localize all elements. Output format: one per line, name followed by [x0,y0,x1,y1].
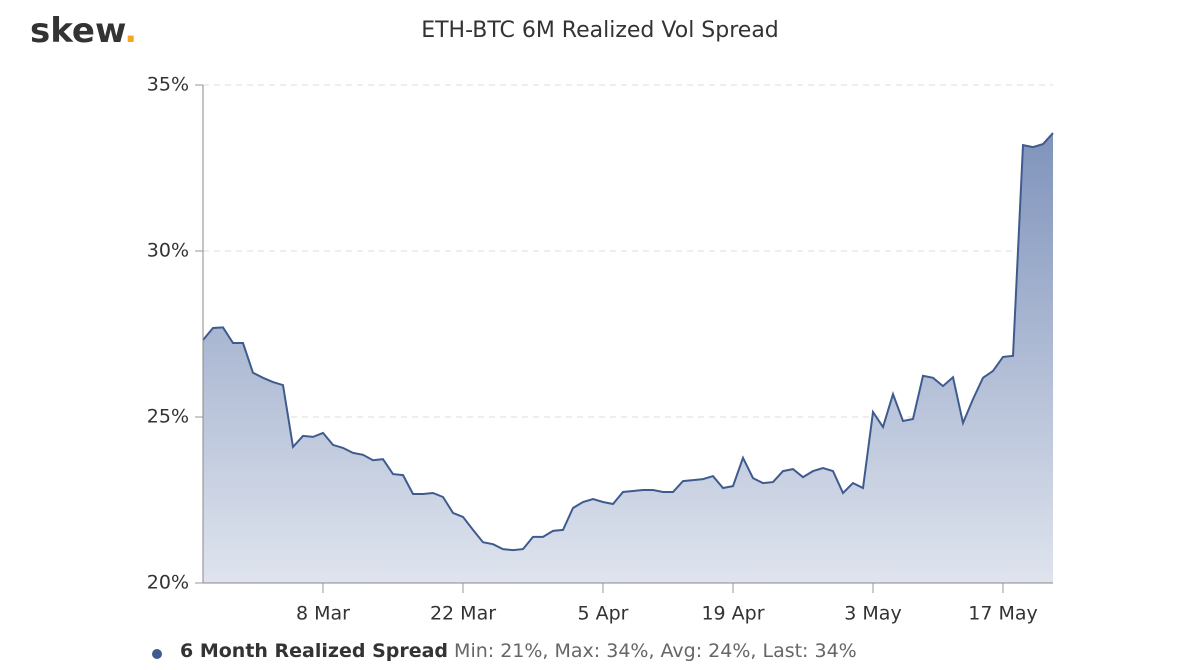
area-fill [203,133,1053,583]
logo: skew. [30,11,137,51]
legend-entry: 6 Month Realized Spread Min: 21%, Max: 34… [180,640,857,662]
y-tick-label: 25% [147,406,189,428]
legend-stats: Min: 21%, Max: 34%, Avg: 24%, Last: 34% [454,640,857,662]
legend-marker [152,649,162,659]
chart-title: ETH-BTC 6M Realized Vol Spread [421,18,779,43]
x-tick-label: 3 May [844,603,901,625]
series-line [202,132,1054,552]
legend-name: 6 Month Realized Spread [180,640,448,662]
x-tick-label: 8 Mar [296,603,350,625]
y-tick-label: 35% [147,74,189,96]
logo-text: skew [30,11,126,51]
x-tick-label: 5 Apr [578,603,629,625]
logo-dot: . [124,11,137,51]
x-tick-label: 22 Mar [430,603,496,625]
y-tick-label: 20% [147,572,189,594]
x-tick-label: 17 May [968,603,1038,625]
y-tick-label: 30% [147,240,189,262]
x-tick-label: 19 Apr [701,603,764,625]
